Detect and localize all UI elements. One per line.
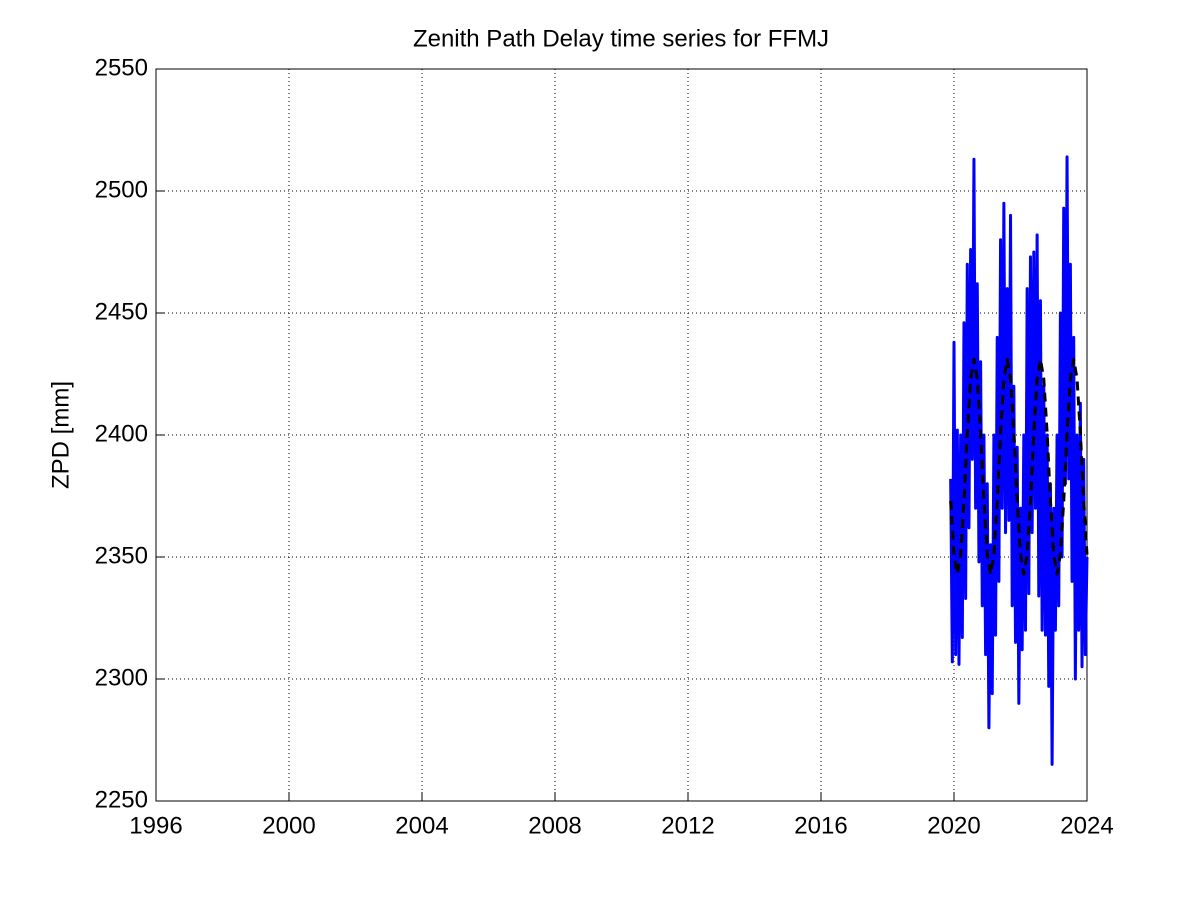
- x-tick-label: 2000: [262, 812, 315, 839]
- y-tick-label: 2250: [95, 786, 148, 813]
- x-tick-label: 2016: [794, 812, 847, 839]
- x-tick-label: 1996: [129, 812, 182, 839]
- plot-frame: [155, 68, 1088, 802]
- chart-title: Zenith Path Delay time series for FFMJ: [413, 25, 829, 52]
- y-tick-label: 2300: [95, 664, 148, 691]
- data-line: [949, 155, 1089, 766]
- x-tick-label: 2024: [1060, 812, 1113, 839]
- x-tick-label: 2012: [661, 812, 714, 839]
- x-tick-label: 2004: [395, 812, 448, 839]
- y-tick-label: 2400: [95, 420, 148, 447]
- fit-line: [949, 357, 1089, 576]
- y-tick-label: 2450: [95, 298, 148, 325]
- y-tick-label: 2550: [95, 54, 148, 81]
- y-tick-label: 2500: [95, 176, 148, 203]
- y-axis-label: ZPD [mm]: [47, 381, 74, 489]
- y-tick-label: 2350: [95, 542, 148, 569]
- x-tick-label: 2020: [927, 812, 980, 839]
- x-tick-label: 2008: [528, 812, 581, 839]
